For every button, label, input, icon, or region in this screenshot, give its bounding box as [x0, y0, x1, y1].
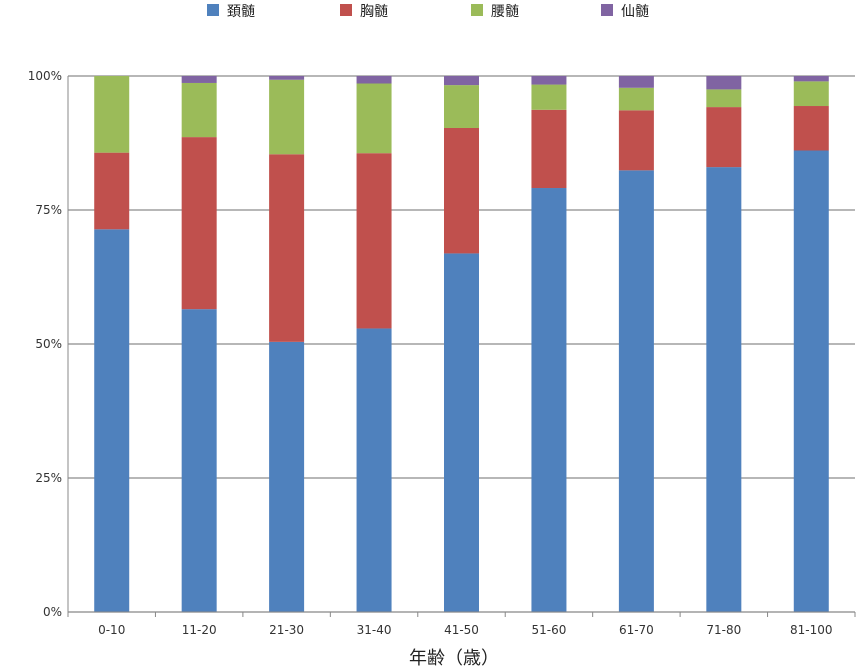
bar-segment — [531, 109, 567, 189]
bar-segment — [356, 76, 392, 84]
bar-segment — [618, 170, 654, 612]
legend-swatch — [601, 4, 613, 16]
bar-segment — [269, 79, 305, 155]
legend-label: 頚髄 — [227, 4, 255, 20]
y-tick-label: 75% — [35, 203, 62, 217]
x-tick-label: 11-20 — [182, 623, 217, 637]
bar-segment — [444, 127, 479, 254]
bar-segment — [793, 76, 829, 82]
bar-segment — [531, 188, 567, 613]
bar-segment — [444, 253, 479, 612]
bar-segment — [94, 229, 130, 612]
x-tick-labels: 0-10 11-20 21-30 31-40 41-50 51-60 61-70 71-80 8… — [98, 623, 832, 637]
bar-segment — [444, 85, 479, 128]
x-tick-label: 81-100 — [790, 623, 833, 637]
x-tick-label: 61-70 — [619, 623, 654, 637]
bar-segment — [94, 76, 130, 153]
bar-segment — [181, 82, 217, 138]
legend-label: 仙髄 — [621, 4, 649, 20]
x-tick-label: 51-60 — [532, 623, 567, 637]
bar-segment — [706, 76, 742, 90]
y-tick-label: 0% — [43, 605, 62, 619]
bar-segment — [356, 83, 392, 154]
x-axis-label: 年齢（歳） — [409, 648, 499, 669]
y-tick-label: 25% — [35, 471, 62, 485]
bar-segment — [531, 76, 567, 85]
bar-segment — [356, 328, 392, 612]
bar-segment — [181, 76, 217, 83]
x-tick-label: 31-40 — [357, 623, 392, 637]
axes — [67, 76, 856, 617]
bar-segment — [706, 89, 742, 108]
bar-segment — [181, 309, 217, 612]
bar-segment — [269, 341, 305, 612]
legend-swatch — [207, 4, 219, 16]
bar-segment — [706, 167, 742, 612]
legend-swatch — [340, 4, 352, 16]
x-tick-label: 0-10 — [98, 623, 125, 637]
bar-segment — [269, 76, 305, 80]
legend-label: 腰髄 — [491, 4, 519, 20]
bar-segment — [618, 87, 654, 111]
bars — [94, 76, 829, 613]
bar-segment — [793, 106, 829, 151]
bar-segment — [793, 81, 829, 107]
legend-swatch — [471, 4, 483, 16]
y-tick-labels: 0% 25% 50% 75% 100% — [28, 69, 62, 619]
bar-segment — [618, 76, 654, 88]
bar-segment — [269, 154, 305, 342]
bar-segment — [356, 153, 392, 329]
bar-segment — [181, 137, 217, 310]
legend: 頚髄 胸髄 腰髄 仙髄 — [207, 4, 649, 20]
bar-segment — [793, 150, 829, 612]
x-tick-label: 71-80 — [706, 623, 741, 637]
bar-segment — [531, 84, 567, 110]
legend-label: 胸髄 — [360, 4, 388, 20]
bar-segment — [94, 152, 130, 230]
y-tick-label: 100% — [28, 69, 62, 83]
x-tick-label: 21-30 — [269, 623, 304, 637]
x-tick-label: 41-50 — [444, 623, 479, 637]
bar-segment — [618, 110, 654, 171]
bar-segment — [706, 107, 742, 168]
y-tick-label: 50% — [35, 337, 62, 351]
bar-segment — [444, 76, 479, 86]
